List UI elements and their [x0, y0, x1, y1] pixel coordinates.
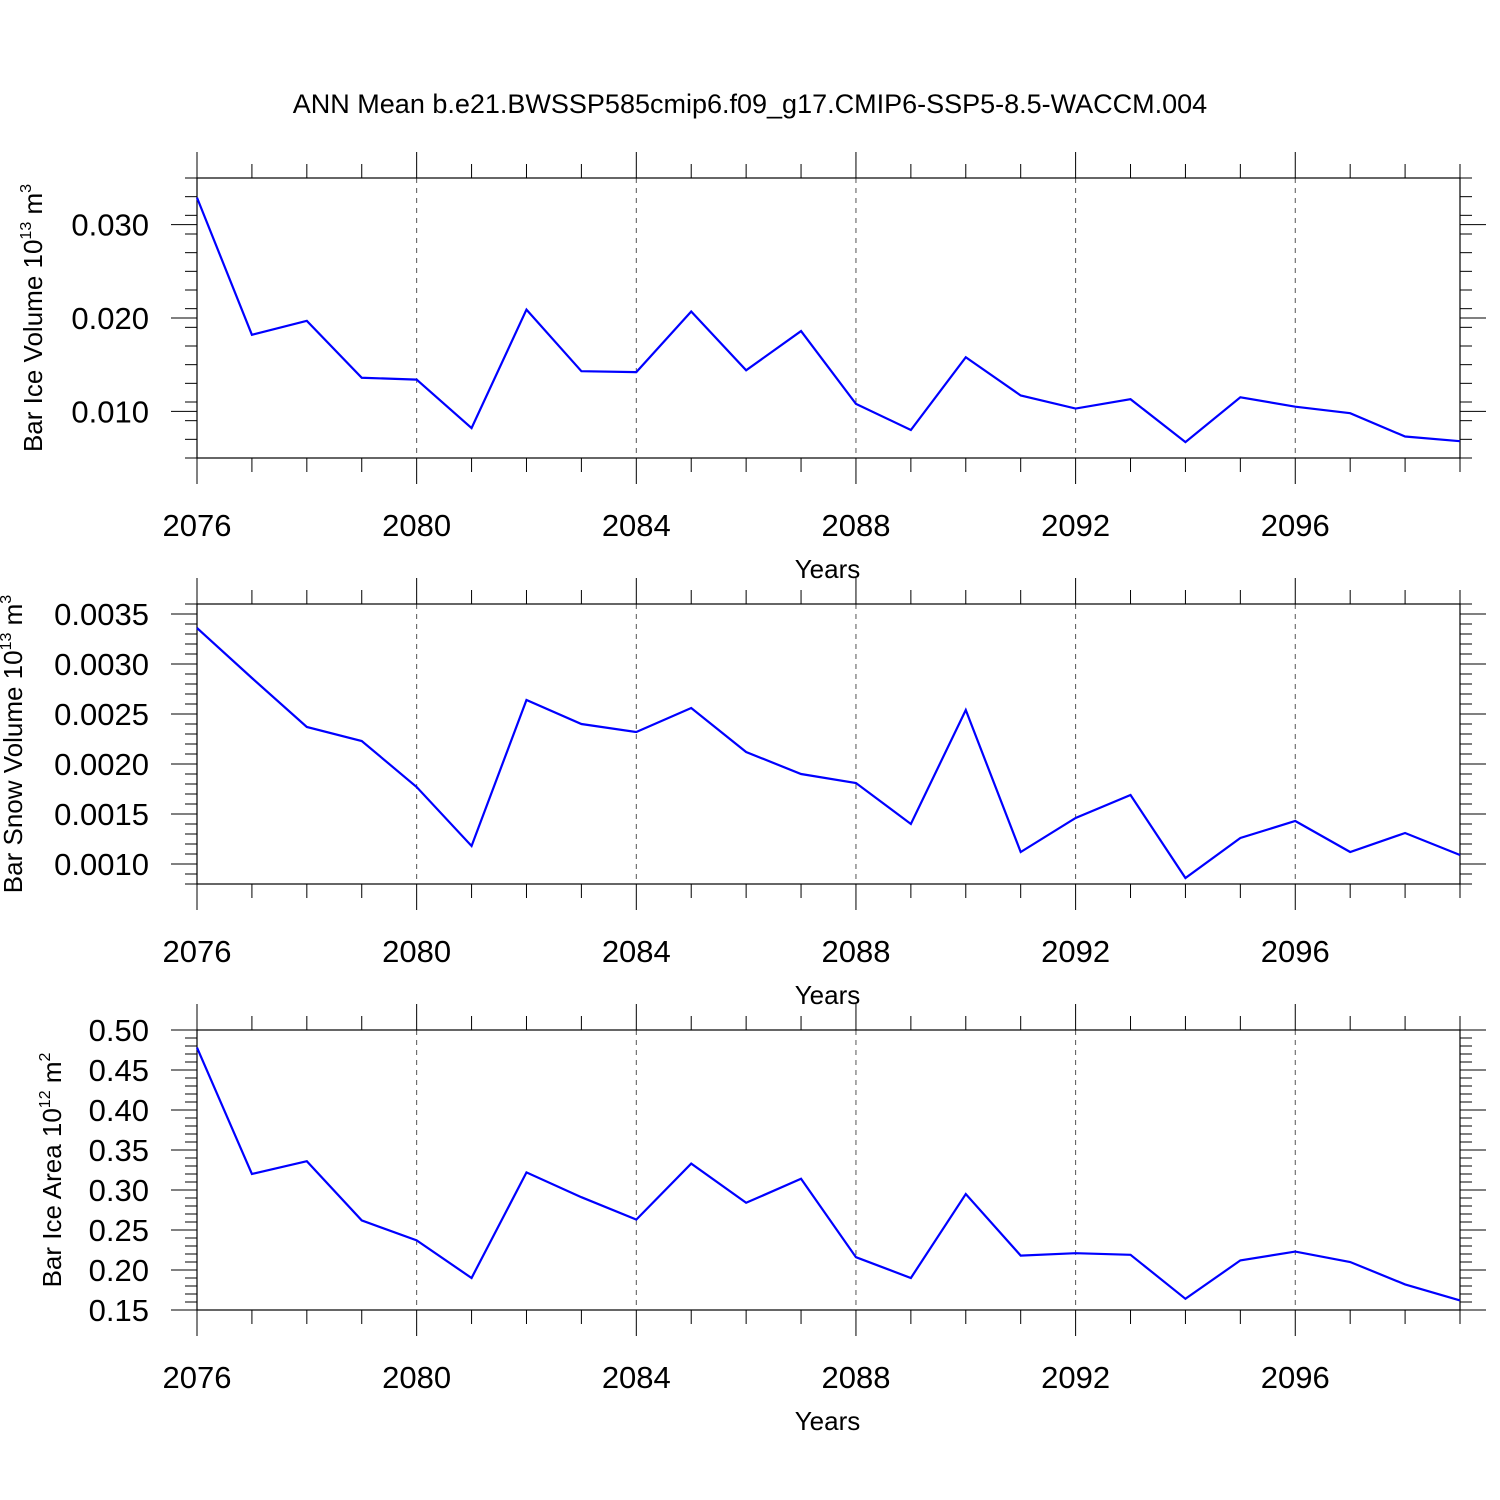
x-tick-label: 2080	[382, 1360, 451, 1395]
y-tick-label: 0.030	[71, 208, 149, 243]
x-axis-title: Years	[795, 980, 861, 1010]
y-tick-label: 0.0015	[54, 797, 149, 832]
x-axis-title: Years	[795, 554, 861, 584]
y-axis-title: Bar Snow Volume 1013 m3	[0, 595, 28, 894]
panel-1: 0.010 0.020 0.030 2076 2080 2084 2088 2092 2096 Y…	[18, 152, 1486, 584]
x-tick-label: 2088	[821, 934, 890, 969]
x-tick-label: 2084	[602, 1360, 671, 1395]
x-tick-label: 2092	[1041, 508, 1110, 543]
x-tick-label: 2092	[1041, 934, 1110, 969]
y-tick-label: 0.40	[89, 1093, 149, 1128]
y-tick-label: 0.0035	[54, 597, 149, 632]
series-line	[195, 197, 1461, 444]
y-tick-label: 0.0010	[54, 847, 149, 882]
chart-title: ANN Mean b.e21.BWSSP585cmip6.f09_g17.CMI…	[293, 89, 1207, 119]
x-tick-label: 2088	[821, 508, 890, 543]
series-line	[196, 627, 1461, 880]
y-tick-label: 0.45	[89, 1053, 149, 1088]
x-axis-title: Years	[795, 1406, 861, 1436]
x-tick-label: 2076	[163, 1360, 232, 1395]
y-axis-title: Bar Ice Volume 1013 m3	[18, 184, 48, 452]
y-tick-label: 0.0030	[54, 647, 149, 682]
y-tick-label: 0.010	[71, 394, 149, 429]
x-tick-label: 2088	[821, 1360, 890, 1395]
x-tick-label: 2096	[1261, 1360, 1330, 1395]
y-tick-label: 0.35	[89, 1133, 149, 1168]
x-tick-label: 2092	[1041, 1360, 1110, 1395]
y-tick-label: 0.30	[89, 1173, 149, 1208]
x-tick-label: 2096	[1261, 934, 1330, 969]
y-tick-label: 0.020	[71, 301, 149, 336]
series-line	[195, 1047, 1461, 1302]
y-tick-label: 0.0025	[54, 697, 149, 732]
y-tick-label: 0.15	[89, 1293, 149, 1328]
x-tick-label: 2084	[602, 934, 671, 969]
y-tick-label: 0.50	[89, 1013, 149, 1048]
x-tick-label: 2096	[1261, 508, 1330, 543]
plot-frame	[196, 1029, 1461, 1311]
x-tick-label: 2080	[382, 934, 451, 969]
panel-3: 0.15 0.20 0.25 0.30 0.35 0.40 0.45 0.50 2076 2080…	[37, 1004, 1486, 1436]
y-axis-title: Bar Ice Area 1012 m2	[37, 1052, 67, 1287]
x-tick-label: 2084	[602, 508, 671, 543]
y-tick-label: 0.0020	[54, 747, 149, 782]
plot-frame	[196, 603, 1461, 885]
x-tick-label: 2080	[382, 508, 451, 543]
panel-2: 0.0010 0.0015 0.0020 0.0025 0.0030 0.0035 2076…	[0, 578, 1486, 1010]
chart-panels: 0.010 0.020 0.030 2076 2080 2084 2088 2092 2096 Y…	[0, 152, 1486, 1436]
y-tick-label: 0.20	[89, 1253, 149, 1288]
plot-frame	[196, 177, 1461, 459]
x-tick-label: 2076	[163, 508, 232, 543]
x-tick-label: 2076	[163, 934, 232, 969]
y-tick-label: 0.25	[89, 1213, 149, 1248]
